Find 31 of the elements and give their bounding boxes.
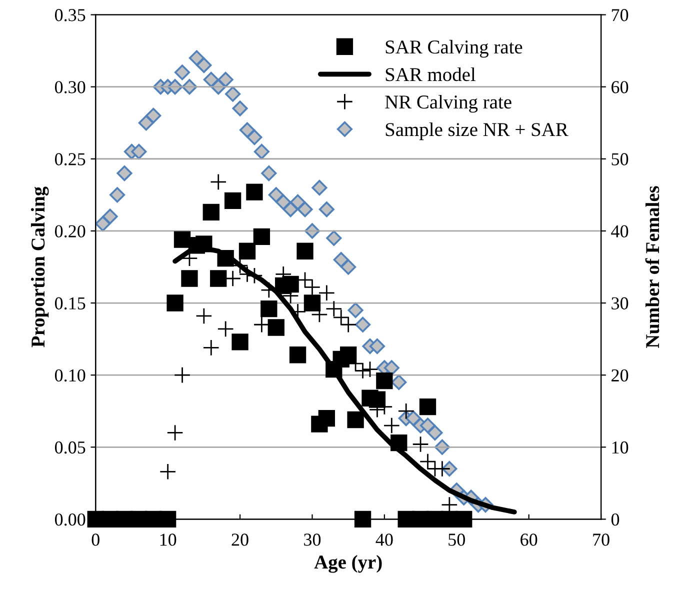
legend-label: Sample size NR + SAR — [386, 122, 568, 140]
x-tick-label: 40 — [376, 534, 393, 546]
y2-tick-label: 10 — [612, 441, 628, 454]
x-tick-label: 0 — [92, 534, 100, 546]
y2-tick-label: 20 — [612, 369, 628, 382]
x-tick-label: 20 — [232, 534, 248, 546]
x-axis-title: Age (yr) — [314, 555, 382, 573]
y-axis-title: Proportion Calving — [30, 186, 49, 348]
y-tick-label: 0.15 — [54, 297, 86, 310]
x-tick-label: 10 — [160, 534, 176, 546]
y-tick-label: 0.35 — [54, 9, 86, 22]
y-tick-label: 0.30 — [54, 81, 86, 94]
y2-tick-label: 40 — [611, 225, 628, 238]
x-tick-label: 60 — [520, 534, 538, 546]
legend-label: SAR Calving rate — [386, 40, 522, 58]
y2-axis-title: Number of Females — [645, 186, 660, 348]
y-tick-label: 0.10 — [54, 369, 86, 382]
x-tick-label: 50 — [448, 534, 465, 546]
y-tick-label: 0.25 — [54, 153, 86, 166]
y-tick-label: 0.00 — [54, 513, 86, 526]
y2-tick-label: 0 — [611, 513, 620, 526]
y2-tick-label: 30 — [612, 297, 628, 310]
x-tick-label: 70 — [593, 534, 610, 546]
y2-tick-label: 60 — [612, 81, 628, 94]
legend-label: NR Calving rate — [385, 94, 512, 113]
legend-label: SAR model — [386, 67, 476, 82]
y2-tick-label: 70 — [612, 9, 628, 22]
y-tick-label: 0.05 — [54, 441, 86, 454]
y-tick-label: 0.20 — [54, 225, 86, 238]
x-tick-label: 30 — [304, 534, 321, 546]
y2-tick-label: 50 — [612, 153, 628, 166]
